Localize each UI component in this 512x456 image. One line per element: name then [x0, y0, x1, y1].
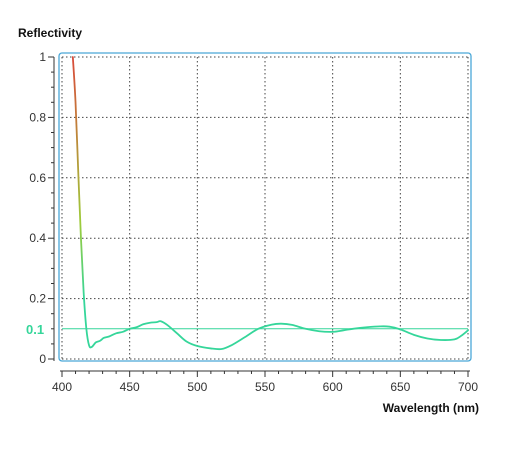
y-tick-label: 1 [39, 50, 46, 64]
y-axis-title: Reflectivity [18, 26, 82, 40]
x-tick-label: 700 [458, 380, 478, 394]
reflectivity-curve [71, 56, 469, 351]
reference-line-label: 0.1 [26, 322, 44, 337]
x-tick-label: 500 [187, 380, 207, 394]
y-tick-label: 0.2 [29, 292, 46, 306]
y-tick-label: 0 [39, 352, 46, 366]
x-tick-label: 650 [390, 380, 410, 394]
x-axis-title: Wavelength (nm) [383, 401, 479, 415]
plot-frame [58, 52, 472, 362]
y-tick-label: 0.4 [29, 231, 46, 245]
y-tick-label: 0.6 [29, 171, 46, 185]
x-tick-label: 600 [323, 380, 343, 394]
y-tick-label: 0.8 [29, 110, 46, 124]
x-tick-label: 550 [255, 380, 275, 394]
x-tick-label: 400 [52, 380, 72, 394]
x-tick-label: 450 [120, 380, 140, 394]
